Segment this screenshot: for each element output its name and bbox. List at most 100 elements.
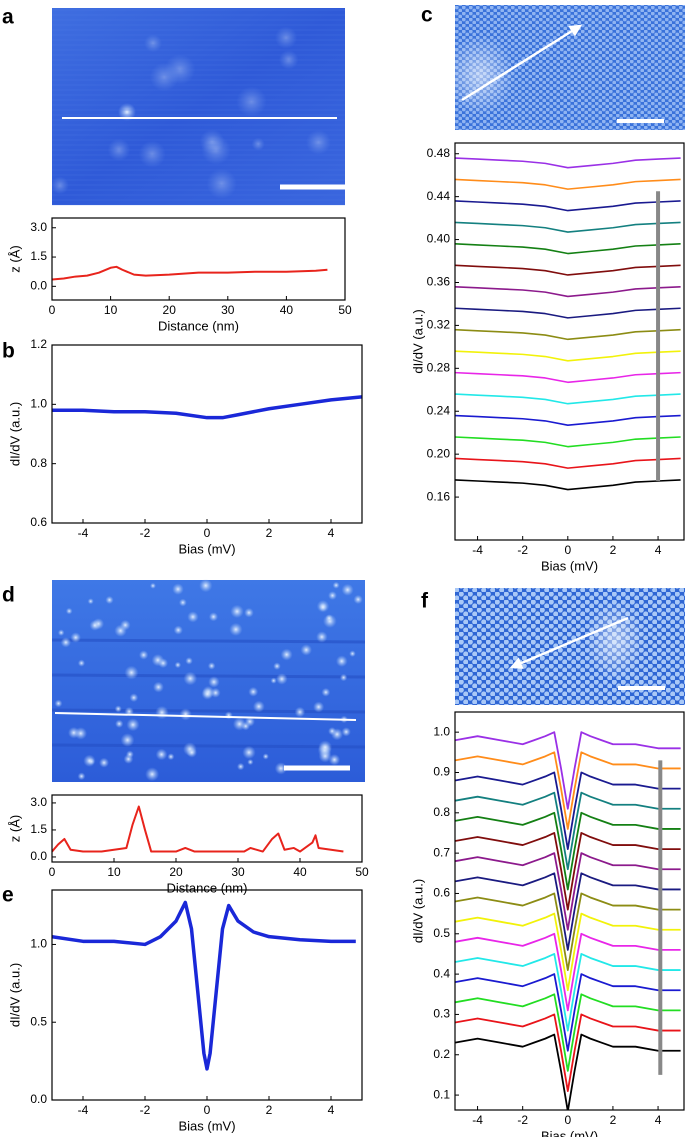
x-tick-label: 4: [655, 1113, 662, 1127]
y-tick-label: 0.8: [433, 805, 450, 819]
y-tick-label: 0.36: [427, 275, 451, 289]
image-spot: [115, 719, 124, 728]
data-line: [455, 771, 681, 850]
x-axis-label: Bias (mV): [178, 541, 235, 556]
y-axis-label: z (Å): [7, 245, 22, 272]
x-tick-label: 0: [49, 303, 56, 317]
data-line: [455, 371, 681, 384]
stm-image-f: [455, 588, 685, 705]
panel-letter: d: [2, 584, 15, 607]
data-line: [455, 393, 681, 405]
data-line: [455, 200, 681, 212]
image-spot: [331, 728, 344, 741]
stm-image-c: [445, 5, 685, 130]
x-tick-label: 0: [564, 543, 571, 557]
data-line: [52, 805, 344, 853]
x-tick-label: 40: [293, 865, 307, 879]
data-area: [52, 805, 344, 853]
x-tick-label: -2: [140, 526, 151, 540]
panel-letter: b: [2, 340, 15, 363]
x-tick-label: 0: [204, 1103, 211, 1117]
image-spot: [270, 677, 277, 684]
image-spot: [247, 758, 254, 766]
arrow: [461, 24, 583, 102]
data-line: [455, 264, 681, 276]
panel-letter: a: [2, 6, 14, 29]
data-line: [52, 900, 356, 1071]
image-texture: [445, 35, 515, 115]
y-tick-label: 0.20: [427, 446, 451, 460]
image-spot: [335, 655, 348, 668]
data-area: [52, 265, 328, 281]
plot-a: 0 10 20 30 40 50 0.0 1.5 3.0 Distance (nm) z (Å) a: [2, 6, 352, 334]
image-spot: [252, 700, 265, 713]
image-spot: [124, 665, 139, 680]
image-spot: [120, 733, 135, 747]
x-tick-label: 40: [280, 303, 294, 317]
x-tick-label: 30: [221, 303, 235, 317]
x-tick-label: 30: [231, 865, 245, 879]
data-line: [455, 993, 681, 1072]
x-tick-label: -4: [78, 1103, 89, 1117]
image-spot: [114, 705, 122, 713]
image-spot: [278, 50, 299, 70]
data-line: [455, 872, 681, 951]
arrow: [509, 616, 629, 669]
plot-frame: [454, 711, 685, 1111]
data-line: [455, 892, 681, 971]
profile-line: [54, 712, 357, 721]
data-line: [455, 973, 681, 1052]
data-line: [455, 832, 681, 911]
y-tick-label: 0.3: [433, 1007, 450, 1021]
y-tick-label: 0.6: [433, 886, 450, 900]
x-tick-label: 0: [49, 865, 56, 879]
y-tick-label: 0.4: [433, 966, 450, 980]
image-spot: [274, 762, 288, 775]
image-spot: [174, 661, 182, 669]
data-area: [52, 900, 356, 1071]
image-spot: [251, 137, 265, 151]
image-spot: [341, 583, 354, 596]
image-spot: [262, 753, 269, 760]
y-tick-label: 0.2: [433, 1047, 450, 1061]
image-spot: [274, 26, 298, 49]
image-spot: [125, 750, 134, 759]
image-spot: [280, 648, 293, 661]
image-spot: [138, 140, 166, 168]
y-tick-label: 3.0: [30, 220, 47, 234]
image-spot: [74, 727, 88, 740]
x-axis-label: Bias (mV): [541, 1128, 598, 1137]
data-line: [52, 265, 328, 281]
image-spot: [341, 727, 351, 737]
image-spot: [316, 631, 328, 643]
y-tick-label: 0.24: [427, 403, 451, 417]
plot-d: 0 10 20 30 40 50 0.0 1.5 3.0 Distance (nm) z (Å) d: [2, 584, 369, 896]
data-line: [455, 221, 681, 233]
y-tick-label: 0.8: [30, 456, 47, 470]
plot-frame: [51, 794, 363, 863]
image-spot: [294, 706, 306, 718]
image-spot: [60, 637, 72, 648]
stm-image: [455, 588, 685, 705]
x-tick-label: 4: [328, 1103, 335, 1117]
image-spot: [313, 701, 325, 713]
data-line: [455, 307, 681, 319]
y-tick-label: 0.6: [30, 515, 47, 529]
image-texture: [51, 578, 366, 782]
x-axis-label: Distance (nm): [167, 880, 248, 895]
image-spot: [321, 687, 331, 697]
image-spot: [242, 745, 256, 760]
data-line: [455, 751, 681, 830]
x-tick-label: 10: [104, 303, 118, 317]
x-tick-label: 20: [169, 865, 183, 879]
plot-frame: [454, 142, 685, 541]
image-spot: [158, 658, 169, 669]
image-spot: [70, 632, 81, 643]
plot-e: -4 -2 0 2 4 0.0 0.5 1.0 Bias (mV) dI/dV (a.u.) e: [2, 884, 363, 1133]
plot-b: -4 -2 0 2 4 0.6 0.8 1.0 1.2 Bias (mV) dI/dV (a.u.)…: [2, 337, 363, 556]
image-spot: [349, 650, 356, 658]
data-line: [455, 243, 681, 255]
y-tick-label: 0.0: [30, 279, 47, 293]
x-tick-label: -2: [517, 543, 528, 557]
data-line: [455, 479, 681, 491]
